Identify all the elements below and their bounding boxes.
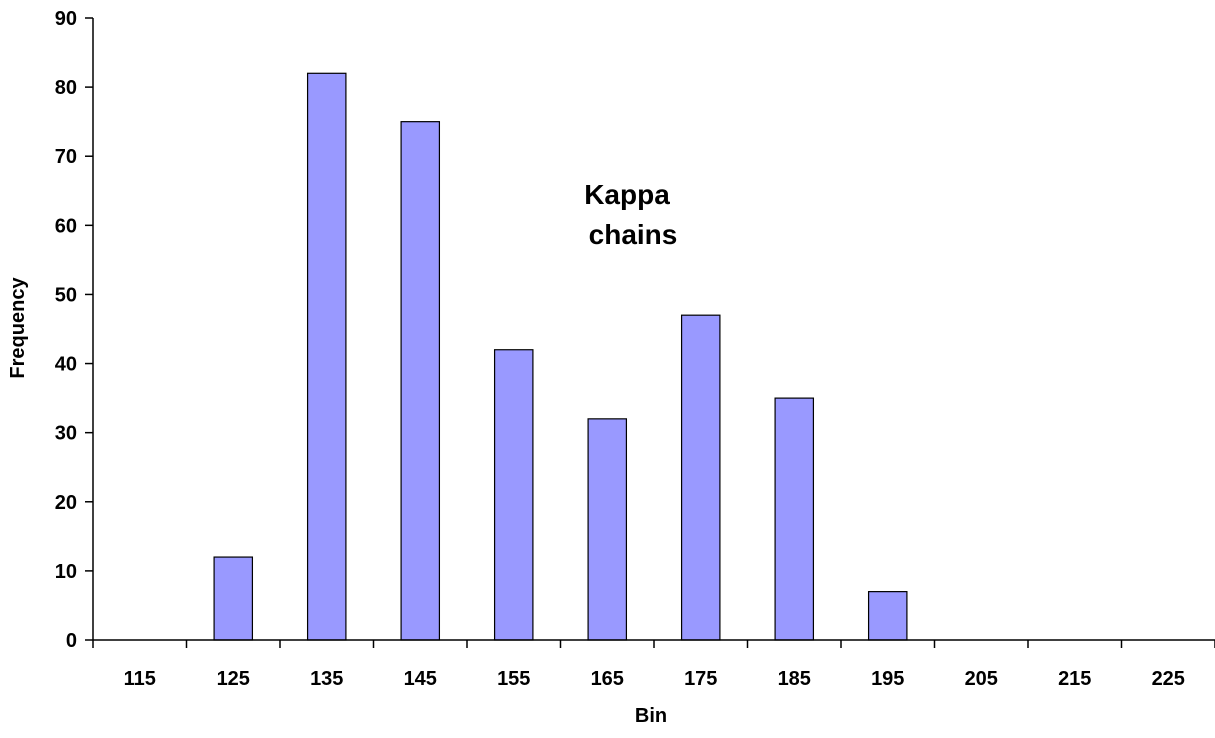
bar-135 — [306, 72, 347, 641]
annotation-line-1: Kappa — [584, 179, 670, 210]
y-tick-label: 50 — [55, 284, 77, 306]
bar-145 — [400, 121, 441, 641]
y-tick-label: 80 — [55, 77, 77, 99]
x-tick-label: 165 — [591, 668, 624, 690]
x-tick-label: 195 — [871, 668, 904, 690]
bar-185 — [774, 397, 815, 641]
y-tick-label: 30 — [55, 423, 77, 445]
x-tick-label: 215 — [1058, 668, 1091, 690]
y-tick-label: 90 — [55, 8, 77, 30]
y-axis-title: Frequency — [7, 277, 29, 379]
y-axis-ticks: 0 10 20 30 40 50 60 70 80 90 — [55, 8, 93, 652]
y-tick-label: 70 — [55, 146, 77, 168]
y-tick-label: 20 — [55, 492, 77, 514]
x-tick-label: 115 — [124, 668, 156, 690]
y-tick-label: 10 — [55, 561, 77, 583]
bar-175 — [680, 314, 721, 641]
x-tick-label: 225 — [1152, 668, 1185, 690]
bar-155 — [493, 349, 534, 641]
y-tick-label: 40 — [55, 354, 77, 376]
x-tick-label: 135 — [310, 668, 343, 690]
bars — [213, 72, 908, 641]
x-tick-label: 205 — [965, 668, 998, 690]
x-tick-label: 185 — [778, 668, 811, 690]
annotation-line-2: chains — [589, 219, 678, 250]
bar-125 — [213, 556, 254, 641]
x-tick-label: 145 — [404, 668, 437, 690]
x-tick-label: 125 — [217, 668, 250, 690]
x-axis-ticks: 115 125 135 145 155 165 175 185 195 205 215 225 — [92, 640, 1215, 690]
x-tick-label: 175 — [684, 668, 717, 690]
bar-165 — [587, 418, 628, 641]
x-axis-title: Bin — [635, 705, 667, 727]
x-tick-label: 155 — [497, 668, 530, 690]
bar-195 — [867, 591, 908, 641]
y-tick-label: 0 — [66, 630, 77, 652]
y-tick-label: 60 — [55, 215, 77, 237]
